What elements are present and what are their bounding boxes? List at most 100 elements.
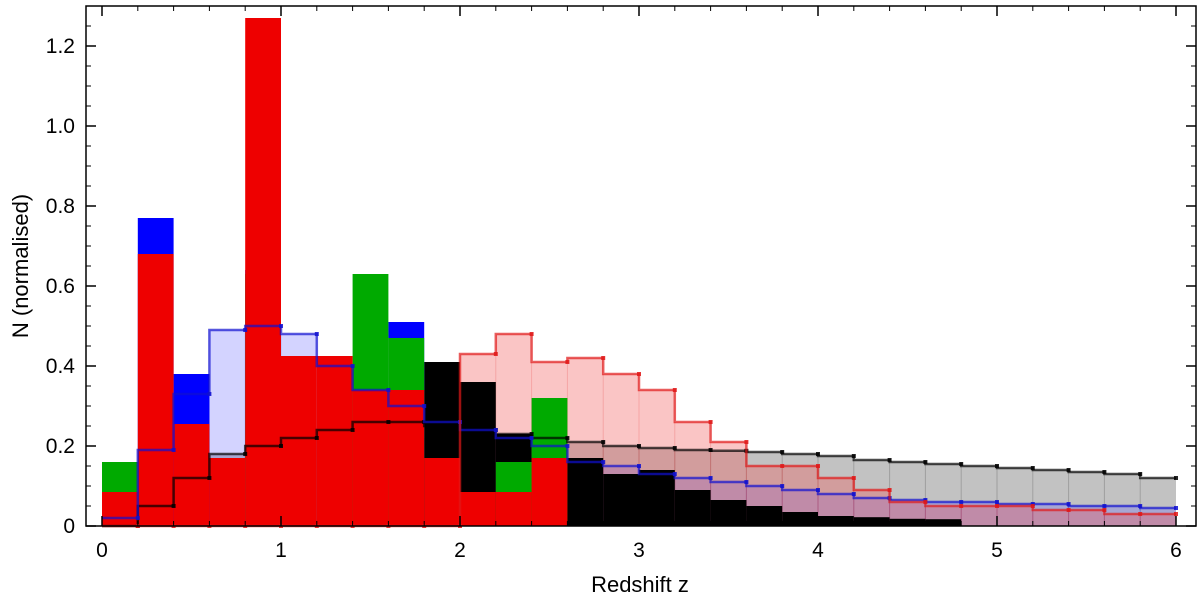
step-point-1-27	[1102, 504, 1107, 508]
step-point-0-22	[923, 460, 928, 464]
step-point-2-29	[1174, 512, 1178, 516]
step-point-2-27	[1102, 508, 1107, 512]
step-point-0-12	[565, 436, 570, 440]
step-point-0-5	[314, 436, 319, 440]
step-point-2-19	[816, 464, 820, 468]
step-point-1-0	[135, 516, 140, 520]
x-tick-label-5: 5	[991, 539, 1003, 562]
bar-0-17	[710, 500, 747, 526]
step-point-0-4	[279, 444, 283, 448]
step-point-0-18	[780, 450, 785, 454]
step-point-2-20	[851, 476, 856, 480]
bar-0-20	[818, 516, 854, 526]
step-point-0-29	[1174, 476, 1178, 480]
x-tick-label-4: 4	[812, 539, 824, 562]
step-point-1-14	[637, 464, 641, 468]
step-point-0-25	[1030, 466, 1035, 470]
step-line-1	[102, 324, 1176, 520]
step-point-1-16	[708, 476, 713, 480]
step-point-0-20	[851, 454, 856, 458]
step-point-1-5	[314, 332, 319, 336]
bar-0-15	[639, 470, 675, 526]
x-tick-label-3: 3	[633, 539, 645, 562]
step-point-1-17	[744, 480, 749, 484]
step-point-0-13	[601, 440, 606, 444]
bar-0-13	[567, 458, 604, 526]
step-point-0-27	[1102, 470, 1107, 474]
bar-3-1	[137, 254, 174, 526]
step-point-1-15	[672, 472, 677, 476]
step-point-1-7	[386, 388, 391, 392]
bar-3-2	[173, 424, 210, 526]
bar-3-12	[531, 458, 568, 526]
bar-3-8	[388, 390, 425, 526]
bar-0-14	[603, 474, 639, 526]
y-axis-label: N (normalised)	[8, 194, 33, 338]
step-point-1-1	[171, 448, 176, 452]
step-point-1-4	[279, 324, 283, 328]
step-point-0-15	[672, 446, 677, 450]
step-point-2-15	[672, 388, 677, 392]
step-point-2-14	[637, 372, 641, 376]
step-point-0-24	[995, 464, 999, 468]
bar-3-5	[281, 356, 317, 526]
x-axis-label: Redshift z	[591, 572, 689, 597]
step-point-0-1	[171, 504, 176, 508]
step-point-2-11	[529, 332, 534, 336]
step-point-1-28	[1138, 504, 1143, 508]
bar-0-23	[925, 519, 962, 526]
y-tick-label-4: 0.8	[46, 195, 75, 218]
x-tick-label-0: 0	[96, 539, 108, 562]
step-point-0-23	[959, 462, 964, 466]
step-point-0-28	[1138, 472, 1143, 476]
y-tick-label-2: 0.4	[46, 355, 76, 378]
step-point-0-26	[1066, 468, 1071, 472]
step-point-2-26	[1066, 508, 1071, 512]
step-point-0-19	[816, 452, 820, 456]
bar-0-18	[746, 506, 783, 526]
x-tick-label-2: 2	[454, 539, 466, 562]
step-point-2-24	[995, 504, 999, 508]
step-point-1-29	[1174, 506, 1178, 510]
step-point-0-3	[243, 452, 248, 456]
step-point-1-8	[422, 404, 427, 408]
bar-3-9	[424, 458, 460, 526]
bar-0-16	[674, 490, 711, 526]
step-point-1-23	[959, 500, 964, 504]
step-point-0-21	[887, 458, 892, 462]
bar-3-0	[102, 492, 138, 526]
step-point-2-18	[780, 464, 785, 468]
step-point-2-13	[601, 356, 606, 360]
y-tick-label-1: 0.2	[46, 435, 75, 458]
bar-0-22	[889, 518, 926, 526]
step-point-1-24	[995, 500, 999, 504]
x-tick-label-1: 1	[275, 539, 287, 562]
axis-tick-labels: 0 1 2 3 4 5 6 0 0.2 0.4 0.6 0.8 1.0 1.2	[46, 35, 1182, 562]
step-point-0-2	[207, 476, 212, 480]
step-point-0-14	[637, 444, 641, 448]
step-point-2-23	[959, 504, 964, 508]
step-point-2-12	[565, 360, 570, 364]
step-point-1-2	[207, 392, 212, 396]
step-point-2-22	[923, 500, 928, 504]
step-point-1-11	[529, 436, 534, 440]
bar-3-6	[316, 356, 353, 526]
bar-3-4	[245, 18, 281, 526]
bar-3-11	[495, 492, 532, 526]
step-point-2-17	[744, 440, 749, 444]
step-point-1-3	[243, 328, 248, 332]
step-point-2-10	[493, 352, 498, 356]
step-point-2-28	[1138, 512, 1143, 516]
step-point-1-12	[565, 444, 570, 448]
bar-3-3	[209, 458, 246, 526]
step-point-0-6	[350, 428, 355, 432]
step-point-0-7	[386, 420, 391, 424]
x-tick-label-6: 6	[1170, 539, 1182, 562]
step-point-0-11	[529, 432, 534, 436]
bar-3-7	[352, 390, 389, 526]
step-point-2-21	[887, 488, 892, 492]
step-point-1-10	[493, 428, 498, 432]
step-point-1-13	[601, 460, 606, 464]
